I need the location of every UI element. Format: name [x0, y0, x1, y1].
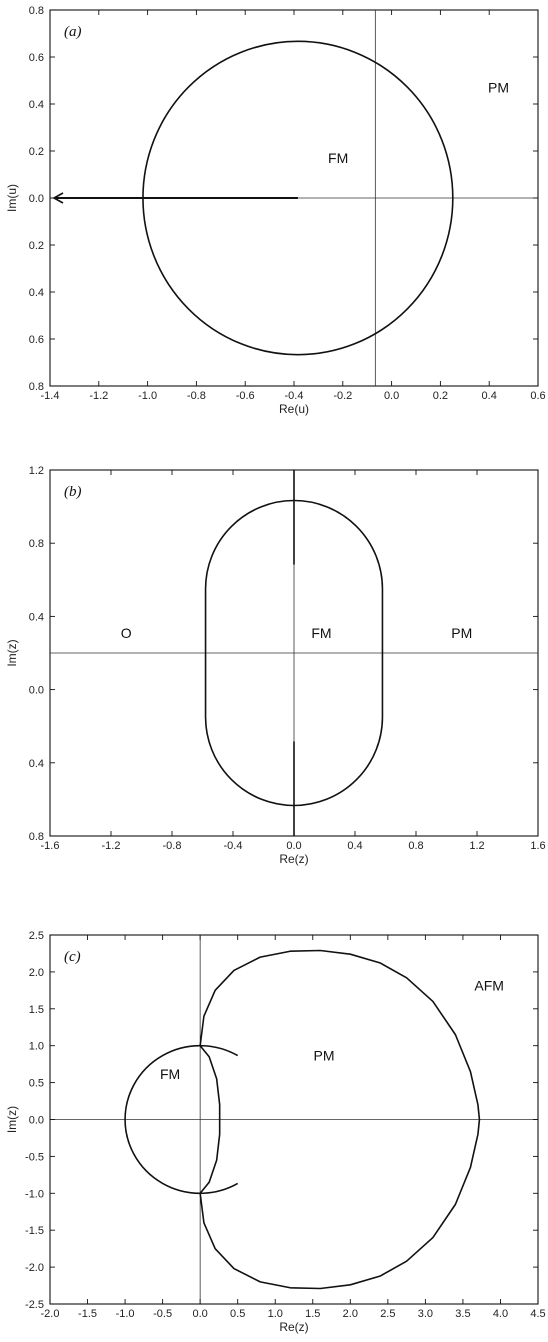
x-tick-label: 0.0 [193, 1308, 208, 1320]
region-label: PM [488, 79, 509, 95]
region-label: AFM [474, 977, 504, 993]
region-label: FM [311, 625, 331, 641]
x-tick-label: -0.8 [163, 840, 182, 852]
y-tick-label: 0.8 [29, 831, 44, 843]
x-tick-label: 3.5 [455, 1308, 470, 1320]
y-tick-label: -1.0 [25, 1188, 44, 1200]
x-tick-label: 4.0 [493, 1308, 508, 1320]
panel-label: (a) [64, 24, 82, 40]
x-tick-label: 1.6 [530, 840, 545, 852]
x-tick-label: 1.0 [268, 1308, 283, 1320]
x-axis-title: Re(z) [279, 852, 308, 866]
y-tick-label: 0.6 [29, 334, 44, 346]
x-tick-label: -0.2 [333, 390, 352, 402]
x-tick-label: -0.5 [153, 1308, 172, 1320]
y-tick-label: -2.0 [25, 1262, 44, 1274]
y-axis-title: Im(z) [5, 639, 19, 666]
y-tick-label: 0.2 [29, 240, 44, 252]
y-tick-label: 0.4 [29, 758, 44, 770]
y-tick-label: 0.0 [29, 193, 44, 205]
x-tick-label: 1.2 [469, 840, 484, 852]
y-tick-label: 0.4 [29, 99, 44, 111]
x-tick-label: -1.0 [116, 1308, 135, 1320]
region-label: PM [314, 1047, 335, 1063]
x-tick-label: -1.2 [89, 390, 108, 402]
x-tick-label: 0.0 [384, 390, 399, 402]
y-tick-label: 0.8 [29, 538, 44, 550]
region-label: PM [451, 625, 472, 641]
x-tick-label: 0.4 [482, 390, 497, 402]
x-tick-label: -0.6 [236, 390, 255, 402]
x-tick-label: -1.0 [138, 390, 157, 402]
y-tick-label: 2.5 [29, 930, 44, 942]
x-axis-title: Re(u) [279, 402, 309, 416]
y-tick-label: -1.5 [25, 1225, 44, 1237]
y-tick-label: 0.2 [29, 146, 44, 158]
panel-label: (c) [64, 949, 81, 965]
y-tick-label: 0.8 [29, 381, 44, 393]
y-tick-label: 0.5 [29, 1078, 44, 1090]
chart-panel-1: -1.4 -1.2 -1.0 -0.8 -0.6 -0.4 -0.2 0.0 0.2 0.4 0.6… [5, 5, 546, 416]
y-tick-label: 1.0 [29, 1041, 44, 1053]
x-tick-label: -0.4 [285, 390, 304, 402]
y-tick-label: 2.0 [29, 967, 44, 979]
chart-panel-2: -1.6 -1.2 -0.8 -0.4 0.0 0.4 0.8 1.2 1.61.20.80.4… [5, 465, 546, 866]
y-tick-label: 1.2 [29, 465, 44, 477]
x-tick-label: -1.5 [78, 1308, 97, 1320]
x-tick-label: 0.0 [286, 840, 301, 852]
panel-label: (b) [64, 484, 82, 500]
y-tick-label: 0.6 [29, 52, 44, 64]
y-tick-label: 1.5 [29, 1004, 44, 1016]
x-tick-label: 0.6 [530, 390, 545, 402]
y-tick-label: 0.0 [29, 685, 44, 697]
y-axis-title: Im(u) [5, 184, 19, 212]
y-tick-label: -0.5 [25, 1151, 44, 1163]
x-tick-label: 0.4 [347, 840, 362, 852]
chart-panel-3: -2.0 -1.5 -1.0 -0.5 0.0 0.5 1.0 1.5 2.0 2.5 3.0 3.5… [5, 930, 546, 1334]
x-tick-label: -0.8 [187, 390, 206, 402]
x-tick-label: 0.5 [230, 1308, 245, 1320]
x-tick-label: 2.0 [343, 1308, 358, 1320]
x-tick-label: 1.5 [305, 1308, 320, 1320]
region-label: FM [328, 150, 348, 166]
x-tick-label: 0.8 [408, 840, 423, 852]
y-tick-label: 0.8 [29, 5, 44, 17]
x-tick-label: -0.4 [224, 840, 243, 852]
x-tick-label: 3.0 [418, 1308, 433, 1320]
y-tick-label: -2.5 [25, 1299, 44, 1311]
x-axis-title: Re(z) [279, 1320, 308, 1334]
region-label: O [121, 625, 132, 641]
x-tick-label: 4.5 [530, 1308, 545, 1320]
x-tick-label: 2.5 [380, 1308, 395, 1320]
x-tick-label: -1.2 [102, 840, 121, 852]
y-axis-title: Im(z) [5, 1106, 19, 1133]
x-tick-label: 0.2 [433, 390, 448, 402]
y-tick-label: 0.4 [29, 287, 44, 299]
y-tick-label: 0.0 [29, 1115, 44, 1127]
region-label: FM [160, 1066, 180, 1082]
y-tick-label: 0.4 [29, 611, 44, 623]
